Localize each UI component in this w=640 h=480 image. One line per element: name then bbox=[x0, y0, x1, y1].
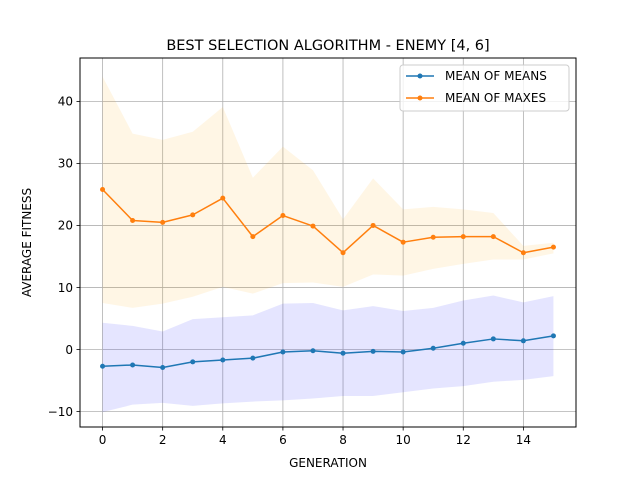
line-mean-of-means bbox=[102, 335, 554, 369]
point-mean-of-maxes bbox=[370, 222, 376, 228]
x-axis-label: GENERATION bbox=[289, 456, 367, 470]
point-mean-of-maxes bbox=[250, 234, 256, 240]
legend-marker-mean-of-means bbox=[417, 73, 423, 79]
band-mean-of-maxes bbox=[102, 76, 554, 308]
point-mean-of-means bbox=[550, 333, 556, 339]
point-mean-of-maxes bbox=[520, 250, 526, 256]
point-mean-of-maxes bbox=[400, 239, 406, 245]
line-mean-of-maxes bbox=[102, 188, 554, 254]
x-tick-label: 4 bbox=[219, 433, 227, 447]
legend-label-mean-of-means: MEAN OF MEANS bbox=[445, 69, 547, 83]
legend: MEAN OF MEANS MEAN OF MAXES bbox=[399, 64, 570, 112]
legend-marker-mean-of-maxes bbox=[417, 95, 423, 101]
x-tick-label: 6 bbox=[279, 433, 287, 447]
point-mean-of-means bbox=[340, 350, 346, 356]
plot-area-frame bbox=[79, 57, 577, 428]
legend-label-mean-of-maxes: MEAN OF MAXES bbox=[445, 91, 546, 105]
x-tick-label: 12 bbox=[456, 433, 471, 447]
point-mean-of-maxes bbox=[100, 186, 106, 192]
y-tick-label: 0 bbox=[65, 343, 73, 357]
y-axis-label: AVERAGE FITNESS bbox=[20, 188, 34, 297]
point-mean-of-maxes bbox=[460, 234, 466, 240]
x-tick-label: 10 bbox=[396, 433, 411, 447]
x-tick-label: 14 bbox=[516, 433, 531, 447]
legend-box bbox=[399, 64, 570, 112]
grid bbox=[80, 58, 576, 427]
point-mean-of-means bbox=[190, 359, 196, 365]
point-mean-of-maxes bbox=[280, 213, 286, 219]
y-tick-label: 30 bbox=[58, 157, 73, 171]
point-mean-of-means bbox=[160, 364, 166, 370]
x-tick-label: 2 bbox=[159, 433, 167, 447]
point-mean-of-means bbox=[280, 349, 286, 355]
point-mean-of-maxes bbox=[190, 212, 196, 218]
point-mean-of-maxes bbox=[340, 250, 346, 256]
point-mean-of-maxes bbox=[160, 219, 166, 225]
point-mean-of-maxes bbox=[550, 244, 556, 250]
point-mean-of-means bbox=[460, 340, 466, 346]
point-mean-of-means bbox=[430, 345, 436, 351]
chart-title: BEST SELECTION ALGORITHM - ENEMY [4, 6] bbox=[166, 38, 489, 54]
x-tick-label: 0 bbox=[99, 433, 107, 447]
point-mean-of-maxes bbox=[220, 195, 226, 201]
confidence-bands bbox=[102, 76, 554, 413]
point-mean-of-maxes bbox=[310, 223, 316, 229]
y-tick-label: 10 bbox=[58, 281, 73, 295]
band-mean-of-means bbox=[102, 295, 554, 413]
point-mean-of-maxes bbox=[130, 217, 136, 223]
y-tick-label: 40 bbox=[58, 95, 73, 109]
point-mean-of-maxes bbox=[490, 234, 496, 240]
point-mean-of-means bbox=[520, 338, 526, 344]
point-mean-of-means bbox=[400, 349, 406, 355]
y-tick-label: −10 bbox=[48, 405, 73, 419]
point-mean-of-means bbox=[250, 355, 256, 361]
series-lines bbox=[100, 186, 556, 370]
y-tick-label: 20 bbox=[58, 219, 73, 233]
point-mean-of-means bbox=[310, 348, 316, 354]
x-tick-label: 8 bbox=[339, 433, 347, 447]
point-mean-of-means bbox=[370, 348, 376, 354]
point-mean-of-maxes bbox=[430, 234, 436, 240]
point-mean-of-means bbox=[220, 357, 226, 363]
axis-ticks: 0 2 4 6 8 10 12 14 −10 0 10 20 30 40 bbox=[48, 95, 531, 447]
point-mean-of-means bbox=[490, 336, 496, 342]
point-mean-of-means bbox=[130, 362, 136, 368]
point-mean-of-means bbox=[100, 363, 106, 369]
